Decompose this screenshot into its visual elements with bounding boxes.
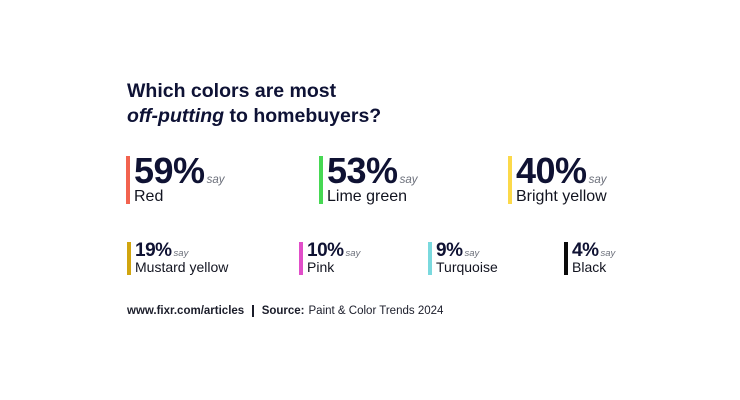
color-bar	[127, 242, 131, 275]
stat-value: 10%	[307, 240, 344, 261]
stat-label: Mustard yellow	[135, 259, 229, 275]
source-text: Paint & Color Trends 2024	[308, 305, 444, 317]
footer-divider	[252, 305, 254, 317]
stat-label: Black	[572, 259, 607, 275]
say-label: say	[345, 248, 361, 259]
stat-pink: 10% say Pink	[299, 240, 361, 275]
stat-label: Bright yellow	[516, 188, 607, 205]
stat-red: 59% say Red	[126, 150, 225, 205]
title-line-1: Which colors are most	[127, 80, 337, 102]
title-emphasis: off-putting	[127, 105, 225, 127]
say-label: say	[206, 174, 225, 186]
color-bar	[564, 242, 568, 275]
color-bar	[508, 156, 512, 204]
stat-value: 59%	[134, 150, 205, 191]
color-bar	[126, 156, 130, 204]
stat-turquoise: 9% say Turquoise	[428, 240, 498, 275]
stat-black: 4% say Black	[564, 240, 616, 275]
stat-value: 53%	[327, 150, 398, 191]
stat-value: 4%	[572, 240, 599, 261]
say-label: say	[588, 174, 607, 186]
color-bar	[428, 242, 432, 275]
stat-label: Red	[134, 188, 164, 205]
stat-label: Pink	[307, 259, 335, 275]
stat-label: Lime green	[327, 188, 408, 205]
footer-url: www.fixr.com/articles	[127, 305, 245, 317]
stat-mustard-yellow: 19% say Mustard yellow	[127, 240, 229, 275]
title-line-2-rest: to homebuyers?	[224, 105, 382, 127]
stat-bright-yellow: 40% say Bright yellow	[508, 150, 607, 205]
stat-value: 19%	[135, 240, 172, 261]
stat-value: 40%	[516, 150, 587, 191]
stat-lime-green: 53% say Lime green	[319, 150, 418, 205]
title-line-2: off-putting to homebuyers?	[127, 104, 381, 129]
chart-title: Which colors are most off-putting to hom…	[127, 79, 381, 129]
say-label: say	[600, 248, 616, 259]
source-label: Source:	[261, 305, 305, 317]
stat-value: 9%	[436, 240, 463, 261]
color-bar	[299, 242, 303, 275]
say-label: say	[399, 174, 418, 186]
footer: www.fixr.com/articles Source: Paint & Co…	[127, 305, 443, 317]
say-label: say	[464, 248, 480, 259]
stat-label: Turquoise	[436, 259, 498, 275]
say-label: say	[173, 248, 189, 259]
color-bar	[319, 156, 323, 204]
